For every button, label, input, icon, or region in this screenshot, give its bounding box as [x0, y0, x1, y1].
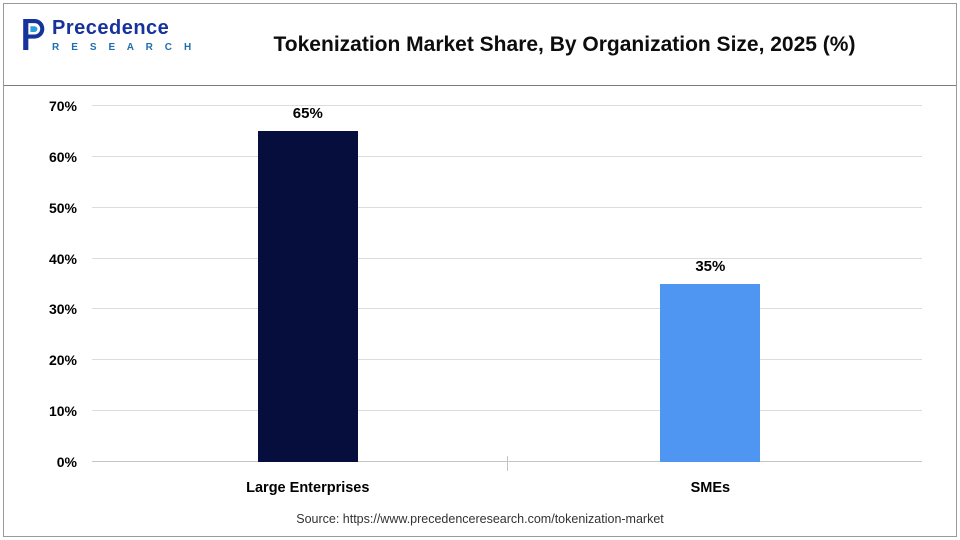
y-tick-label: 70%: [48, 98, 77, 114]
logo-name: Precedence: [52, 17, 170, 39]
logo-subtitle: R E S E A R C H: [52, 42, 196, 53]
gridline: [92, 105, 922, 106]
bar-large-enterprises: 65%: [257, 105, 358, 462]
gridline: [92, 308, 922, 310]
x-category-label: SMEs: [690, 480, 731, 496]
y-axis-labels: 0% 10% 20% 30% 40% 50% 60% 70%: [4, 98, 84, 470]
logo: Precedence R E S E A R C H: [20, 18, 196, 53]
bar-value-label: 65%: [292, 105, 323, 123]
y-tick-label: 30%: [48, 301, 77, 318]
y-tick-label: 50%: [48, 199, 77, 216]
gridline: [92, 359, 922, 361]
gridline: [92, 461, 922, 462]
gridline: [92, 155, 922, 157]
y-tick-label: 40%: [48, 250, 77, 267]
bar-value-label: 35%: [695, 258, 726, 275]
gridline: [92, 410, 922, 412]
bar-smes: 35%: [660, 258, 761, 462]
y-tick-label: 0%: [56, 454, 77, 470]
y-tick-label: 60%: [48, 148, 77, 165]
y-tick-label: 20%: [48, 352, 77, 369]
header: Precedence R E S E A R C H Tokenization …: [4, 4, 956, 86]
gridline: [92, 206, 922, 208]
gridline: [92, 257, 922, 259]
x-category-label: Large Enterprises: [246, 480, 370, 496]
source-text: Source: https://www.precedenceresearch.c…: [296, 512, 664, 526]
logo-p-icon: [23, 19, 45, 50]
logo-text: Precedence R E S E A R C H: [52, 17, 196, 54]
y-tick-label: 10%: [48, 403, 77, 420]
chart-panel: Precedence R E S E A R C H Tokenization …: [3, 3, 957, 537]
plot-area: 65% Large Enterprises 35% SMEs: [92, 105, 922, 496]
chart-title: Tokenization Market Share, By Organizati…: [273, 33, 856, 56]
x-axis-tick: [507, 456, 508, 471]
